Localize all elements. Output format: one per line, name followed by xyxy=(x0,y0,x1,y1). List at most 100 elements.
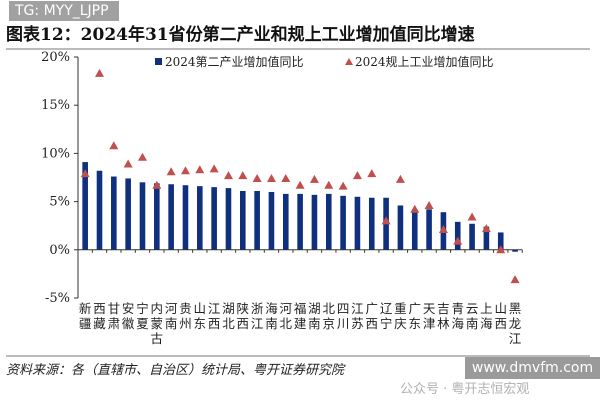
x-tick-label: 西藏 xyxy=(93,301,106,331)
bar-黑龙江 xyxy=(512,249,518,252)
marker-安徽 xyxy=(123,159,133,168)
x-tick-label: 湖北 xyxy=(222,301,235,331)
legend-bar-swatch xyxy=(155,58,162,65)
bar-上海 xyxy=(483,226,490,250)
marker-湖南 xyxy=(309,174,319,183)
x-tick-label: 四川 xyxy=(337,301,350,331)
x-tick-label: 江苏 xyxy=(351,301,364,331)
x-tick-label: 辽宁 xyxy=(380,301,393,331)
x-tick-label: 广东 xyxy=(408,301,421,331)
bar-贵州 xyxy=(182,185,189,250)
bar-内蒙古 xyxy=(154,183,160,250)
marker-辽宁 xyxy=(381,216,391,225)
bar-陕西 xyxy=(239,190,246,250)
x-tick-label: 内蒙古 xyxy=(151,301,164,346)
x-tick-label: 天津 xyxy=(423,301,436,331)
x-tick-label: 上海 xyxy=(480,301,493,331)
marker-浙江 xyxy=(252,173,262,182)
bar-江苏 xyxy=(354,196,361,250)
source-note: 资料来源：各（直辖市、自治区）统计局、粤开证券研究院 xyxy=(6,362,346,378)
marker-series xyxy=(80,68,520,284)
marker-甘肃 xyxy=(109,141,119,150)
marker-福建 xyxy=(295,180,305,189)
x-tick-label: 安徽 xyxy=(122,301,135,331)
bar-天津 xyxy=(426,209,432,250)
bar-海南 xyxy=(268,191,275,250)
marker-天津 xyxy=(424,200,434,209)
x-tick-label: 广西 xyxy=(366,301,379,331)
marker-陕西 xyxy=(238,171,248,180)
y-tick-label: -5% xyxy=(45,291,70,306)
marker-上海 xyxy=(481,224,491,233)
x-tick-label: 福建 xyxy=(294,301,307,331)
x-tick-label: 陕西 xyxy=(237,301,250,331)
bar-江西 xyxy=(211,187,217,250)
marker-重庆 xyxy=(395,174,405,183)
legend: 2024第二产业增加值同比 2024规上工业增加值同比 xyxy=(155,54,494,69)
bar-甘肃 xyxy=(111,176,117,250)
bar-青海 xyxy=(454,221,461,250)
x-axis xyxy=(78,249,523,253)
marker-河北 xyxy=(281,173,291,182)
bar-宁夏 xyxy=(139,182,146,250)
x-tick-label: 山东 xyxy=(194,301,207,331)
x-tick-label: 云南 xyxy=(466,301,479,331)
x-tick-label: 吉林 xyxy=(437,301,450,331)
bar-浙江 xyxy=(254,190,260,250)
marker-广西 xyxy=(367,169,377,178)
x-tick-label: 北京 xyxy=(323,301,336,331)
bar-西藏 xyxy=(96,170,103,250)
x-tick-label: 河北 xyxy=(280,301,293,331)
x-tick-label: 江西 xyxy=(208,301,221,331)
x-tick-label: 浙江 xyxy=(251,301,264,331)
x-tick-label: 湖南 xyxy=(308,301,321,331)
marker-内蒙古 xyxy=(152,180,162,189)
marker-新疆 xyxy=(80,169,90,178)
bar-云南 xyxy=(469,223,475,250)
bar-series xyxy=(82,162,518,252)
bar-重庆 xyxy=(397,205,404,250)
marker-吉林 xyxy=(438,225,448,234)
bar-广西 xyxy=(368,197,375,250)
watermark-site: www.dmvfm.com xyxy=(465,357,600,379)
marker-江西 xyxy=(209,164,219,173)
bar-河北 xyxy=(282,193,289,250)
marker-宁夏 xyxy=(137,152,147,161)
bar-北京 xyxy=(325,193,332,250)
watermark-wechat: 公众号 · 粤开志恒宏观 xyxy=(400,382,530,397)
y-tick-label: 0% xyxy=(49,243,70,258)
x-tick-label: 河南 xyxy=(165,301,178,331)
y-tick-label: 10% xyxy=(41,146,70,161)
y-axis: -5% 0% 5% 10% 15% 20% xyxy=(41,50,79,306)
x-tick-label: 青海 xyxy=(451,301,464,331)
marker-贵州 xyxy=(180,166,190,175)
x-tick-label: 贵州 xyxy=(179,301,192,331)
marker-江苏 xyxy=(352,171,362,180)
bar-新疆 xyxy=(82,162,88,250)
chart-title: 图表12：2024年31省份第二产业和规上工业增加值同比增速 xyxy=(6,24,475,45)
bar-湖北 xyxy=(225,188,232,250)
x-tick-label: 甘肃 xyxy=(108,301,121,331)
y-tick-label: 5% xyxy=(49,195,70,210)
x-tick-label: 海南 xyxy=(265,301,278,331)
marker-河南 xyxy=(166,167,176,176)
x-tick-label: 黑龙江 xyxy=(509,301,522,346)
marker-四川 xyxy=(338,181,348,190)
legend-label-marker: 2024规上工业增加值同比 xyxy=(355,54,494,69)
marker-湖北 xyxy=(223,171,233,180)
marker-北京 xyxy=(324,180,334,189)
watermark-top: TG: MYY_LJPP xyxy=(9,1,119,21)
x-tick-label: 新疆 xyxy=(79,301,92,331)
y-tick-label: 20% xyxy=(41,50,70,65)
marker-山西 xyxy=(496,245,506,254)
bar-山西 xyxy=(497,232,504,250)
bar-福建 xyxy=(297,193,303,250)
x-tick-label: 山西 xyxy=(494,301,507,331)
legend-triangle-icon xyxy=(345,58,353,65)
bar-河南 xyxy=(168,184,174,250)
x-tick-labels: 新疆西藏甘肃安徽宁夏内蒙古河南贵州山东江西湖北陕西浙江海南河北福建湖南北京四川江… xyxy=(79,301,521,346)
marker-青海 xyxy=(453,236,463,245)
bar-广东 xyxy=(411,209,418,250)
